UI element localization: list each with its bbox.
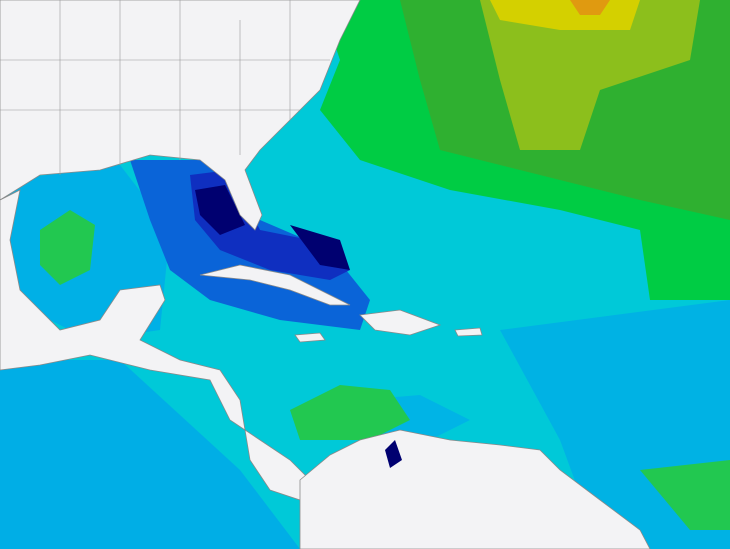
mexico-central-america — [0, 189, 311, 501]
navy-zone — [195, 185, 245, 235]
state-borders — [0, 0, 330, 175]
hispaniola — [359, 309, 442, 336]
puerto-rico — [454, 327, 483, 337]
orange-zone — [570, 0, 610, 15]
lake-maracaibo — [385, 440, 402, 468]
carib-green — [290, 385, 410, 440]
jamaica — [294, 332, 326, 343]
olive-zone — [480, 0, 700, 150]
gulf-green — [40, 210, 95, 285]
east-green — [640, 460, 730, 530]
cuba — [199, 264, 351, 306]
navy-zone-2 — [290, 225, 350, 270]
south-america — [299, 429, 651, 549]
pacific-zone — [0, 360, 300, 549]
